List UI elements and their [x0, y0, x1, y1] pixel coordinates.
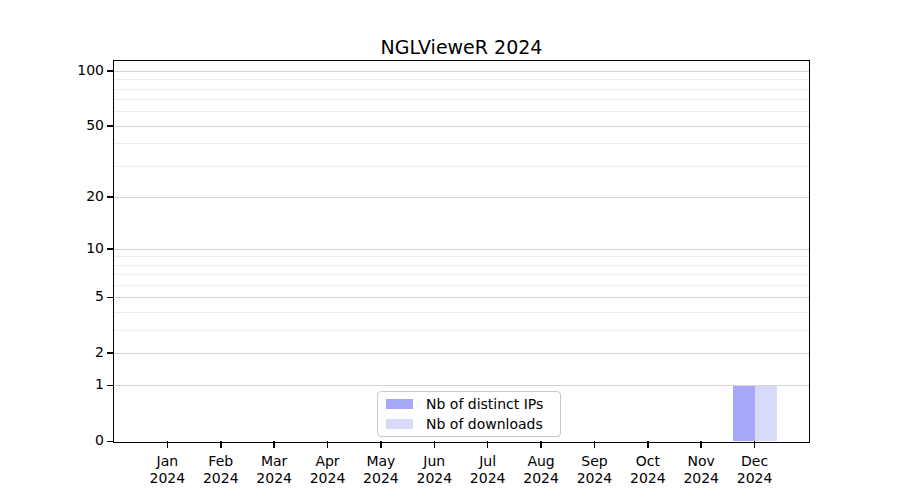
gridline-major — [114, 197, 809, 198]
legend-swatch-distinct-ips — [386, 399, 413, 409]
x-tick-mark — [380, 441, 382, 448]
bar — [733, 385, 755, 441]
x-tick-mark — [700, 441, 702, 448]
legend-swatch-downloads — [386, 419, 413, 429]
gridline-major — [114, 249, 809, 250]
x-tick-mark — [167, 441, 169, 448]
y-tick-mark — [107, 441, 113, 443]
x-tick-mark — [594, 441, 596, 448]
gridline-minor — [114, 99, 809, 100]
gridline-minor — [114, 265, 809, 266]
legend: Nb of distinct IPs Nb of downloads — [377, 391, 561, 437]
x-month-label: Jan2024 — [127, 453, 207, 486]
y-tick-label: 20 — [56, 188, 104, 204]
y-tick-label: 2 — [56, 344, 104, 360]
legend-label: Nb of downloads — [426, 416, 543, 432]
legend-item: Nb of distinct IPs — [386, 396, 560, 412]
legend-label: Nb of distinct IPs — [426, 396, 543, 412]
gridline-minor — [114, 111, 809, 112]
gridline-minor — [114, 330, 809, 331]
gridline-minor — [114, 143, 809, 144]
x-tick-mark — [434, 441, 436, 448]
bar — [755, 385, 777, 441]
x-tick-mark — [540, 441, 542, 448]
chart-title: NGLVieweR 2024 — [113, 36, 810, 58]
y-tick-mark — [107, 196, 113, 198]
gridline-minor — [114, 312, 809, 313]
x-tick-mark — [327, 441, 329, 448]
y-tick-label: 5 — [56, 288, 104, 304]
gridline-major — [114, 385, 809, 386]
chart-figure: NGLVieweR 2024 Dec2024Nov2024Oct2024Sep2… — [0, 0, 900, 500]
x-tick-mark — [220, 441, 222, 448]
gridline-minor — [114, 89, 809, 90]
gridline-minor — [114, 274, 809, 275]
gridline-minor — [114, 285, 809, 286]
year-line: 2024 — [127, 470, 207, 487]
legend-item: Nb of downloads — [386, 416, 560, 432]
gridline-minor — [114, 79, 809, 80]
gridline-major — [114, 126, 809, 127]
gridline-major — [114, 71, 809, 72]
y-tick-label: 0 — [56, 432, 104, 448]
x-tick-mark — [487, 441, 489, 448]
gridline-major — [114, 297, 809, 298]
y-tick-mark — [107, 352, 113, 354]
gridline-minor — [114, 166, 809, 167]
y-tick-mark — [107, 297, 113, 299]
x-tick-mark — [647, 441, 649, 448]
plot-area: Dec2024Nov2024Oct2024Sep2024Aug2024Jul20… — [113, 60, 810, 443]
y-tick-mark — [107, 70, 113, 72]
y-tick-mark — [107, 385, 113, 387]
gridline-major — [114, 353, 809, 354]
y-tick-label: 10 — [56, 240, 104, 256]
x-tick-mark — [754, 441, 756, 448]
y-tick-label: 50 — [56, 117, 104, 133]
month-line: Jan — [127, 453, 207, 470]
y-tick-label: 1 — [56, 376, 104, 392]
gridline-minor — [114, 256, 809, 257]
x-tick-mark — [273, 441, 275, 448]
y-tick-mark — [107, 248, 113, 250]
y-tick-mark — [107, 125, 113, 127]
y-tick-label: 100 — [56, 62, 104, 78]
